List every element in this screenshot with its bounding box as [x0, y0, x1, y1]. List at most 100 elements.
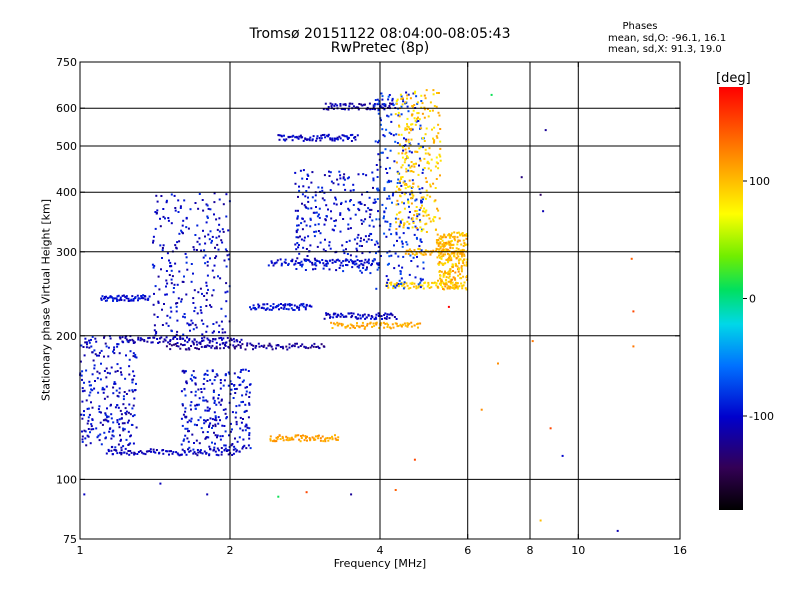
echo-point: [165, 322, 168, 325]
trace-point: [170, 450, 172, 453]
trace-point: [387, 323, 390, 326]
echo-point: [343, 178, 346, 181]
trace-point: [152, 450, 155, 453]
echo-point: [242, 438, 245, 441]
trace-point: [233, 347, 236, 350]
echo-point: [214, 416, 217, 419]
echo-point: [419, 281, 422, 284]
trace-point: [220, 451, 223, 454]
echo-point: [348, 209, 351, 212]
echo-point: [228, 434, 230, 437]
trace-point: [118, 299, 121, 302]
trace-point: [172, 451, 175, 453]
trace-point: [232, 452, 235, 455]
trace-point: [207, 338, 210, 341]
trace-point: [460, 282, 463, 285]
echo-point: [85, 399, 88, 402]
trace-point: [319, 139, 322, 142]
echo-point: [213, 264, 216, 267]
echo-point: [186, 427, 189, 430]
echo-point: [443, 273, 446, 276]
echo-point: [418, 157, 421, 160]
trace-point: [298, 308, 301, 311]
echo-point: [372, 225, 375, 228]
echo-point: [461, 234, 464, 237]
echo-point: [180, 443, 183, 446]
echo-point: [204, 372, 207, 375]
echo-point: [396, 142, 399, 144]
echo-point: [83, 429, 86, 432]
echo-point: [369, 233, 372, 236]
trace-point: [162, 452, 165, 455]
echo-point: [99, 378, 102, 381]
trace-point: [430, 286, 433, 289]
echo-point: [190, 408, 192, 411]
trace-point: [123, 451, 126, 454]
echo-point: [362, 173, 365, 176]
echo-point: [205, 305, 208, 307]
echo-point: [91, 418, 94, 421]
echo-point: [223, 259, 226, 262]
data-layer: [79, 89, 635, 532]
trace-point: [202, 339, 205, 342]
echo-point: [187, 227, 190, 230]
echo-point: [372, 260, 375, 263]
echo-point: [437, 209, 440, 212]
echo-point: [437, 123, 440, 126]
echo-point: [204, 437, 207, 440]
trace-point: [298, 438, 301, 441]
echo-point: [430, 158, 433, 161]
echo-point: [442, 275, 445, 278]
echo-point: [398, 180, 401, 183]
trace-point: [176, 338, 179, 340]
echo-point: [299, 235, 301, 238]
echo-point: [361, 222, 363, 225]
trace-point: [125, 452, 128, 455]
echo-point: [190, 319, 193, 322]
echo-point: [210, 241, 213, 244]
echo-point: [214, 434, 217, 437]
echo-point: [192, 297, 195, 300]
echo-point: [184, 370, 186, 373]
trace-point: [220, 453, 223, 456]
echo-point: [395, 284, 398, 287]
echo-point: [168, 274, 171, 276]
echo-point: [441, 236, 444, 239]
trace-point: [296, 342, 298, 345]
echo-point: [238, 376, 241, 379]
trace-point: [333, 260, 336, 263]
echo-point: [302, 246, 305, 249]
echo-point: [214, 246, 216, 249]
x-tick-label: 16: [673, 544, 687, 557]
echo-point: [396, 199, 399, 202]
echo-point: [362, 267, 365, 269]
trace-point: [249, 306, 251, 309]
echo-point: [395, 221, 398, 224]
trace-point: [304, 346, 307, 349]
trace-point: [350, 312, 353, 315]
echo-point: [96, 370, 99, 373]
echo-point: [465, 243, 467, 246]
echo-point: [448, 234, 451, 237]
trace-point: [413, 324, 416, 327]
trace-point: [211, 340, 214, 343]
trace-point: [327, 133, 330, 136]
echo-point: [165, 293, 168, 296]
trace-point: [347, 136, 350, 139]
trace-point: [307, 347, 310, 350]
echo-point: [223, 444, 226, 447]
echo-point: [399, 270, 402, 273]
echo-point: [181, 448, 184, 451]
echo-point: [455, 264, 458, 267]
trace-point: [300, 437, 303, 439]
echo-point: [376, 187, 379, 190]
echo-point: [444, 249, 447, 251]
echo-point: [434, 199, 437, 202]
echo-point: [374, 200, 377, 203]
echo-point: [402, 255, 405, 258]
trace-point: [388, 313, 391, 316]
echo-point: [414, 225, 417, 228]
trace-point: [414, 253, 417, 256]
echo-point: [248, 432, 251, 435]
trace-point: [206, 344, 209, 347]
